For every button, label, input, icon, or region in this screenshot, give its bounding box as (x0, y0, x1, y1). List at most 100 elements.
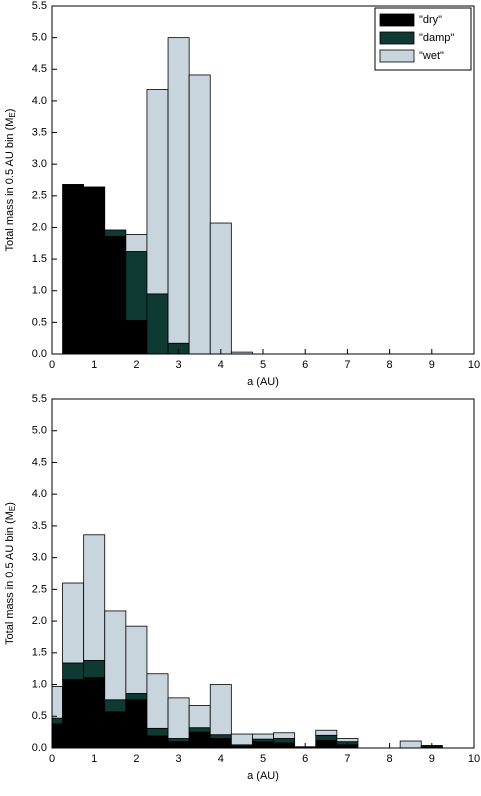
bar-segment (104, 711, 127, 749)
bar-segment (51, 723, 63, 749)
bar-segment (62, 184, 85, 355)
y-axis-label-subscript: E (8, 112, 17, 117)
y-tick-label: 0.5 (32, 710, 47, 722)
bar-segment (125, 693, 148, 701)
y-tick-label: 4.5 (32, 63, 47, 75)
bar-segment (209, 684, 232, 736)
bar-segment (125, 251, 148, 321)
bar-segment (125, 625, 148, 694)
y-tick-label: 0.5 (32, 316, 47, 328)
x-tick-label: 8 (387, 753, 393, 765)
legend-label: "damp" (419, 32, 454, 44)
bar-segment (125, 699, 148, 749)
y-tick-label: 1.0 (32, 285, 47, 297)
bar-segment (146, 735, 169, 749)
bar-segment (273, 738, 296, 744)
y-tick-label: 4.5 (32, 456, 47, 468)
x-tick-label: 5 (260, 753, 266, 765)
bar-segment (146, 673, 169, 729)
bar-segment (315, 739, 338, 749)
y-tick-label: 1.5 (32, 647, 47, 659)
y-tick-label: 3.5 (32, 520, 47, 532)
bar-segment (62, 582, 85, 664)
legend-swatch (379, 49, 415, 63)
y-tick-label: 2.5 (32, 583, 47, 595)
x-tick-label: 6 (302, 753, 308, 765)
bar-segment (104, 235, 127, 355)
x-tick-label: 10 (468, 753, 480, 765)
y-tick-label: 0.0 (32, 348, 47, 360)
bar-segment (209, 734, 232, 739)
x-tick-label: 0 (49, 753, 55, 765)
y-tick-label: 2.0 (32, 615, 47, 627)
x-tick-label: 3 (176, 753, 182, 765)
x-tick-label: 2 (133, 753, 139, 765)
bar-segment (62, 662, 85, 680)
x-tick-label: 1 (91, 753, 97, 765)
y-tick-label: 4.0 (32, 488, 47, 500)
y-tick-label: 5.5 (32, 0, 47, 12)
bar-segment (188, 727, 211, 733)
x-tick-label: 4 (218, 359, 224, 371)
y-tick-label: 0.0 (32, 742, 47, 754)
bar-segment (83, 186, 106, 355)
y-tick-label: 4.0 (32, 95, 47, 107)
bar-segment (188, 731, 211, 749)
x-axis-label: a (AU) (247, 376, 279, 388)
bar-segment (146, 89, 169, 295)
y-tick-label: 5.0 (32, 32, 47, 44)
bar-segment (167, 37, 190, 344)
y-axis-label-main: Total mass in 0.5 AU bin (M (4, 118, 16, 252)
bar-segment (51, 717, 63, 725)
bar-segment (104, 229, 127, 237)
y-tick-label: 5.5 (32, 393, 47, 405)
y-tick-label: 5.0 (32, 425, 47, 437)
legend-label: "wet" (419, 50, 444, 62)
bar-segment (315, 734, 338, 741)
x-tick-label: 8 (387, 359, 393, 371)
legend-label: "dry" (419, 14, 442, 26)
bar-segment (62, 679, 85, 749)
x-tick-label: 6 (302, 359, 308, 371)
y-axis-label-subscript: E (8, 506, 17, 511)
bar-segment (188, 74, 211, 355)
bar-segment (125, 234, 148, 252)
bar-segment (146, 293, 169, 355)
bar-segment (230, 733, 253, 746)
x-axis-label: a (AU) (247, 770, 279, 782)
y-tick-label: 1.5 (32, 253, 47, 265)
y-tick-label: 2.5 (32, 190, 47, 202)
bar-segment (273, 732, 296, 739)
y-tick-label: 3.0 (32, 552, 47, 564)
y-axis-label: Total mass in 0.5 AU bin (ME) (4, 109, 17, 252)
x-tick-label: 7 (344, 753, 350, 765)
bar-segment (188, 705, 211, 729)
x-tick-label: 2 (133, 359, 139, 371)
bar-segment (83, 660, 106, 678)
y-tick-label: 2.0 (32, 221, 47, 233)
bar-segment (336, 738, 359, 743)
x-tick-label: 0 (49, 359, 55, 371)
x-tick-label: 3 (176, 359, 182, 371)
bar-segment (315, 729, 338, 736)
x-tick-label: 1 (91, 359, 97, 371)
bar-segment (104, 699, 127, 713)
y-tick-label: 3.0 (32, 158, 47, 170)
bar-segment (125, 320, 148, 355)
bar-segment (167, 738, 190, 743)
bar-segment (399, 740, 422, 749)
bar-segment (51, 686, 63, 719)
y-axis-label-main: Total mass in 0.5 AU bin (M (4, 511, 16, 645)
x-tick-label: 10 (468, 359, 480, 371)
bar-segment (252, 733, 274, 740)
y-axis-label-suffix: ) (4, 502, 16, 506)
bar-segment (209, 222, 232, 355)
legend-swatch (379, 13, 415, 27)
x-tick-label: 9 (429, 753, 435, 765)
y-tick-label: 3.5 (32, 126, 47, 138)
x-tick-label: 5 (260, 359, 266, 371)
bar-segment (273, 742, 296, 749)
bar-segment (104, 610, 127, 701)
x-tick-label: 9 (429, 359, 435, 371)
